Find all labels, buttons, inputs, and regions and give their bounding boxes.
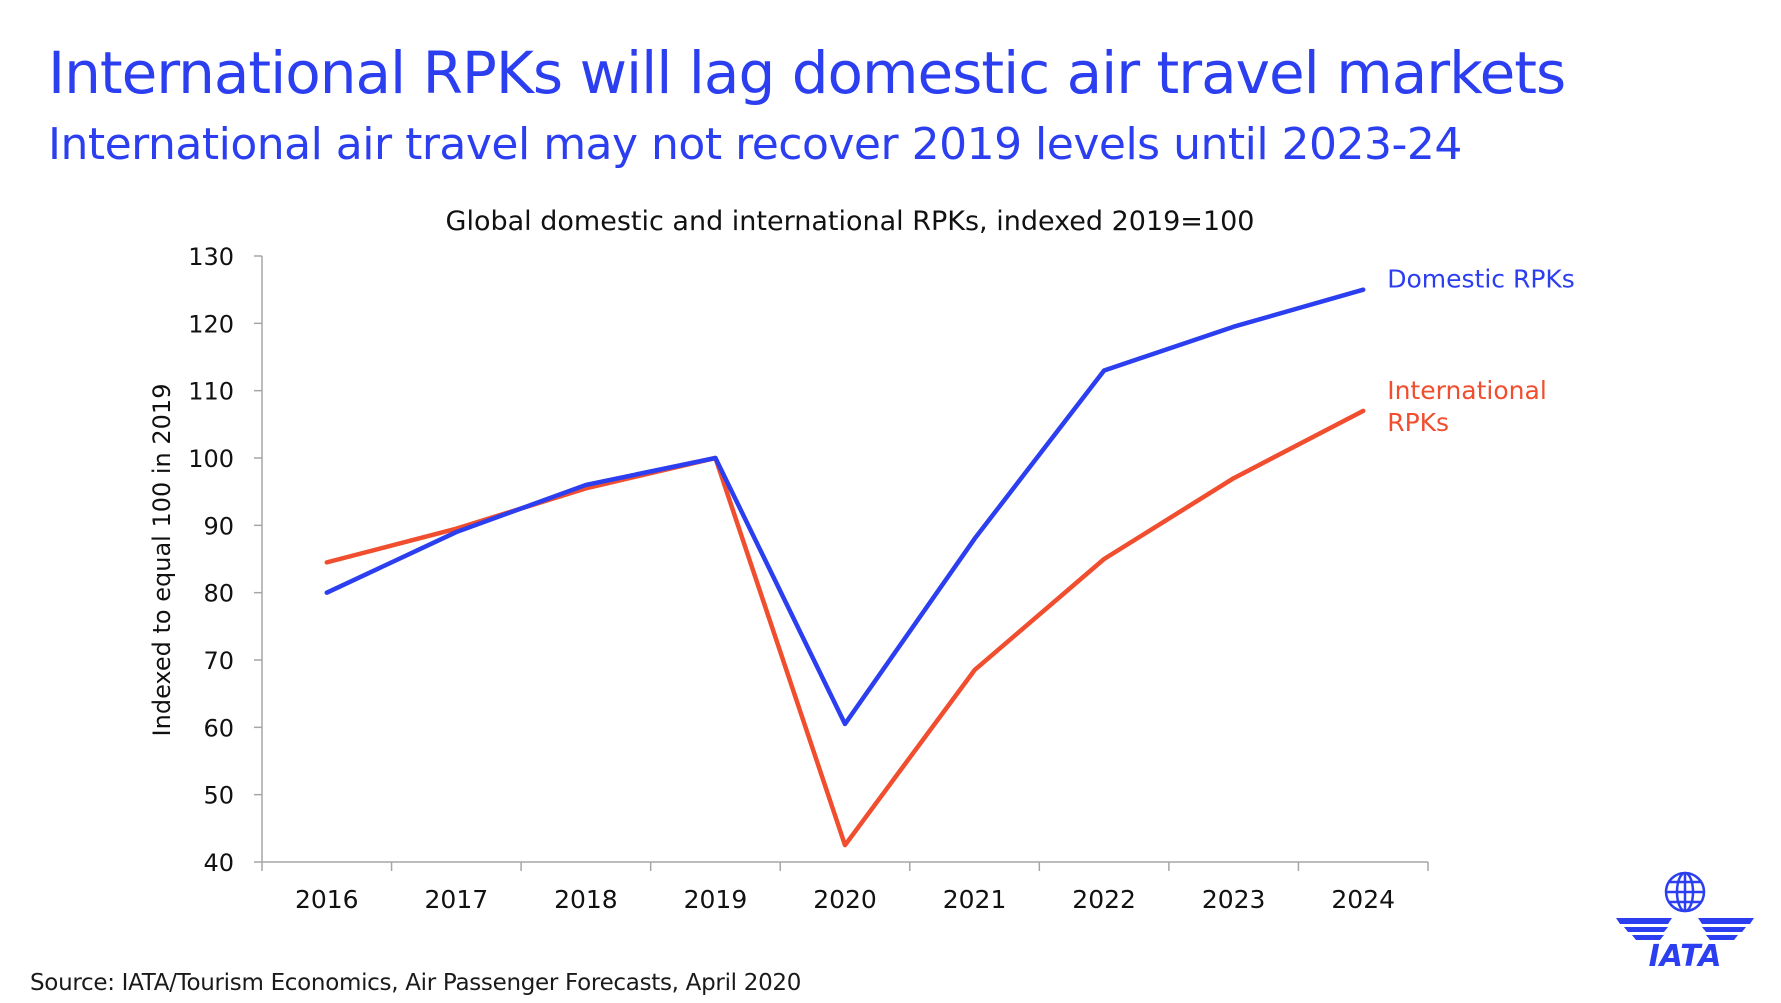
series-label-line: RPKs bbox=[1387, 408, 1449, 437]
y-tick-label: 120 bbox=[188, 310, 234, 338]
series-label-domestic-rpks: Domestic RPKs bbox=[1387, 265, 1575, 294]
series-label-line: Domestic RPKs bbox=[1387, 265, 1575, 294]
y-tick-label: 100 bbox=[188, 445, 234, 473]
globe-wings-icon bbox=[1664, 871, 1706, 913]
x-tick-label: 2020 bbox=[813, 885, 877, 914]
wings-icon bbox=[1616, 918, 1754, 940]
y-tick-label: 50 bbox=[203, 782, 234, 810]
y-tick-label: 130 bbox=[188, 243, 234, 271]
x-tick-label: 2016 bbox=[295, 885, 359, 914]
x-tick-label: 2019 bbox=[684, 885, 748, 914]
page-subtitle: International air travel may not recover… bbox=[48, 119, 1462, 170]
series-line-international-rpks bbox=[324, 408, 1366, 848]
series-label-line: International bbox=[1387, 376, 1547, 405]
chart-title: Global domestic and international RPKs, … bbox=[446, 206, 1255, 237]
y-tick-label: 70 bbox=[203, 647, 234, 675]
x-tick-label: 2018 bbox=[554, 885, 618, 914]
series-line-domestic-rpks bbox=[324, 287, 1366, 727]
page-title: International RPKs will lag domestic air… bbox=[48, 39, 1566, 107]
iata-wordmark: IATA bbox=[1649, 939, 1722, 970]
y-tick-label: 110 bbox=[188, 378, 234, 406]
chart-series-labels: Domestic RPKs International RPKs bbox=[1387, 265, 1575, 437]
y-tick-label: 80 bbox=[203, 580, 234, 608]
y-tick-label: 40 bbox=[203, 849, 234, 877]
y-tick-label: 60 bbox=[203, 714, 234, 742]
series-label-international-rpks: International RPKs bbox=[1387, 376, 1547, 437]
x-tick-label: 2024 bbox=[1331, 885, 1395, 914]
chart-axes: 40 50 60 70 80 90 100 110 120 130 2016 2017 2018 2019… bbox=[188, 243, 1429, 914]
y-axis-label: Indexed to equal 100 in 2019 bbox=[148, 384, 176, 737]
iata-logo: IATA bbox=[1610, 870, 1760, 974]
chart-series-layer bbox=[324, 287, 1366, 848]
source-note: Source: IATA/Tourism Economics, Air Pass… bbox=[30, 970, 802, 996]
x-tick-label: 2021 bbox=[943, 885, 1007, 914]
x-tick-label: 2022 bbox=[1072, 885, 1136, 914]
x-tick-label: 2023 bbox=[1202, 885, 1266, 914]
x-tick-label: 2017 bbox=[425, 885, 489, 914]
y-tick-label: 90 bbox=[203, 512, 234, 540]
